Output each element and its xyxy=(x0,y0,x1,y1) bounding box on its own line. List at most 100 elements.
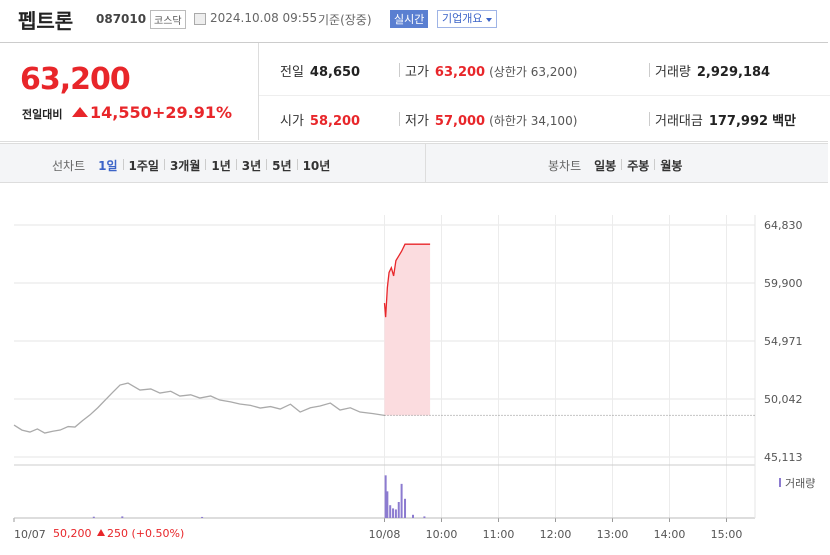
datetime: 2024.10.08 09:55 xyxy=(210,11,318,25)
tab[interactable]: 10년 xyxy=(302,159,331,173)
realtime-button[interactable]: 실시간 xyxy=(390,10,429,28)
divider xyxy=(259,95,830,96)
volume-bar xyxy=(397,502,400,518)
divider xyxy=(649,63,650,77)
divider xyxy=(425,144,426,182)
prev-day-summary: 50,200 250 (+0.50%) xyxy=(53,527,184,540)
stat-label: 고가 xyxy=(405,65,429,80)
stat-note: 백만 xyxy=(772,114,796,129)
x-tick-label: 15:00 xyxy=(711,528,743,541)
change-pct: +29.91% xyxy=(152,103,233,122)
y-tick-label: 54,971 xyxy=(764,335,803,348)
stat: 거래대금 177,992 백만 xyxy=(655,110,796,129)
stat: 전일 48,650 xyxy=(280,61,360,80)
tab-separator xyxy=(266,159,268,170)
volume-bar xyxy=(400,483,403,518)
volume-bar xyxy=(386,491,389,518)
tab[interactable]: 5년 xyxy=(272,159,292,173)
tab-group-label: 봉차트 xyxy=(548,159,582,173)
y-tick-label: 64,830 xyxy=(764,219,803,232)
x-tick-label: 13:00 xyxy=(597,528,629,541)
volume-bar xyxy=(412,514,414,518)
tab-separator xyxy=(621,159,623,170)
basis: 기준(장중) xyxy=(318,13,372,27)
x-tick-label: 12:00 xyxy=(540,528,572,541)
stat: 거래량 2,929,184 xyxy=(655,61,770,80)
tab-separator xyxy=(235,159,237,170)
y-tick-label: 59,900 xyxy=(764,277,803,290)
stat-value: 48,650 xyxy=(309,65,361,80)
tab-group-label: 선차트 xyxy=(52,159,86,173)
area xyxy=(384,244,431,416)
volume-bar xyxy=(389,505,392,518)
divider xyxy=(649,112,650,126)
summary-box xyxy=(0,42,828,142)
tab-separator xyxy=(122,159,124,170)
tab[interactable]: 월봉 xyxy=(660,159,683,173)
company-label: 기업개요 xyxy=(442,12,483,25)
y-tick-label: 45,113 xyxy=(764,451,803,464)
stat-label: 시가 xyxy=(280,114,304,129)
volume-legend-icon xyxy=(779,478,781,487)
stat-note: (하한가 34,100) xyxy=(489,114,578,128)
price-line xyxy=(13,382,385,434)
tab-separator xyxy=(163,159,165,170)
tab-separator xyxy=(296,159,298,170)
calendar-icon xyxy=(194,13,206,25)
volume-bar xyxy=(121,516,124,518)
price-line xyxy=(383,243,431,318)
change-value: 14,550 xyxy=(90,103,152,122)
tab-bar xyxy=(0,143,828,183)
stat-value: 58,200 xyxy=(309,114,361,129)
up-icon xyxy=(97,529,105,536)
stat-label: 거래대금 xyxy=(655,114,703,129)
prev-change: 250 xyxy=(107,527,128,540)
stock-code: 087010 xyxy=(96,12,147,26)
current-price: 63,200 xyxy=(20,62,131,97)
stat: 시가 58,200 xyxy=(280,110,360,129)
volume-bar xyxy=(404,498,407,518)
volume-bar xyxy=(392,508,395,518)
tab[interactable]: 일봉 xyxy=(594,159,617,173)
tab[interactable]: 1일 xyxy=(98,159,118,173)
volume-bar xyxy=(384,475,387,518)
up-icon xyxy=(72,107,88,117)
tab[interactable]: 3개월 xyxy=(169,159,201,173)
x-tick-label: 11:00 xyxy=(483,528,515,541)
stat-value: 57,000 xyxy=(434,114,486,129)
tab-separator xyxy=(205,159,207,170)
x-tick-label: 14:00 xyxy=(654,528,686,541)
stat-value: 2,929,184 xyxy=(696,65,771,80)
stat-label: 저가 xyxy=(405,114,429,129)
tab[interactable]: 주봉 xyxy=(627,159,650,173)
dropdown-icon xyxy=(486,18,493,22)
change-label: 전일대비 xyxy=(22,108,63,121)
x-tick-label: 10/08 xyxy=(369,528,401,541)
stat: 저가 57,000 (하한가 34,100) xyxy=(405,110,577,129)
x-tick-label: 10:00 xyxy=(426,528,458,541)
prev-pct: (+0.50%) xyxy=(131,527,185,540)
prev-close: 50,200 xyxy=(53,527,92,540)
stat-label: 거래량 xyxy=(655,65,691,80)
stat-label: 전일 xyxy=(280,65,304,80)
volume-bar xyxy=(423,516,426,518)
market-badge: 코스닥 xyxy=(150,10,186,29)
change: 14,550 xyxy=(70,103,152,122)
line-tabs: 선차트 1일 1주일 3개월 1년 3년 5년 10년 xyxy=(52,155,335,174)
tab[interactable]: 3년 xyxy=(241,159,262,173)
company-button[interactable]: 기업개요 xyxy=(437,10,498,28)
candle-tabs: 봉차트 일봉 주봉 월봉 xyxy=(548,155,687,174)
volume-bar xyxy=(201,516,204,518)
x-tick-label: 10/07 xyxy=(14,528,46,541)
stat-note: (상한가 63,200) xyxy=(489,65,578,79)
tab[interactable]: 1년 xyxy=(211,159,231,173)
y-tick-label: 50,042 xyxy=(764,393,803,406)
tab[interactable]: 1주일 xyxy=(128,159,159,173)
divider xyxy=(399,112,400,126)
volume-bar xyxy=(394,509,397,518)
tab-separator xyxy=(654,159,656,170)
divider xyxy=(399,63,400,77)
volume-bar xyxy=(92,516,95,518)
